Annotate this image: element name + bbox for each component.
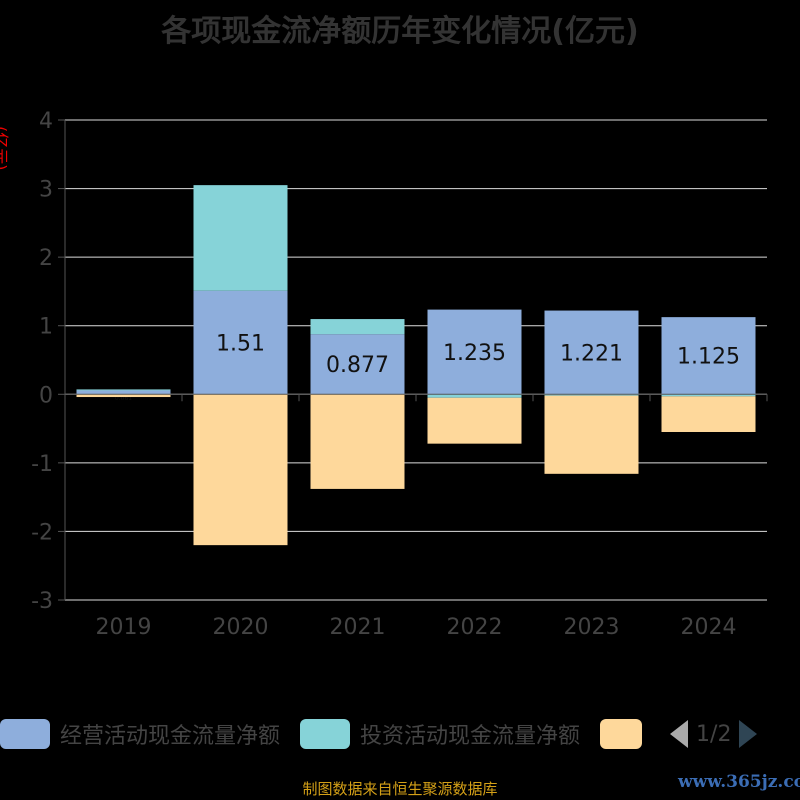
chart-title: 各项现金流净额历年变化情况(亿元) xyxy=(161,14,639,49)
data-label: 1.221 xyxy=(560,341,623,366)
data-label: 1.51 xyxy=(216,332,265,357)
chart-plot: 4 3 2 1 0 -1 -2 -3 0.061 2019 1.51 2020 0.877 2021 1.2… xyxy=(31,109,768,640)
y-tick-label: 3 xyxy=(39,178,53,203)
y-tick-label: 2 xyxy=(39,246,53,271)
y-tick-label: 4 xyxy=(39,109,53,134)
bar-2019-series2 xyxy=(76,394,171,398)
bar-2019-series0 xyxy=(76,390,171,395)
y-tick-label: -3 xyxy=(31,589,53,614)
bar-2019-series1 xyxy=(76,389,171,391)
bar-2024-series1 xyxy=(661,394,756,397)
bar-2023-series2 xyxy=(544,395,639,474)
data-label: 0.061 xyxy=(115,395,132,402)
legend-label-investing[interactable]: 投资活动现金流量净额 xyxy=(360,724,581,749)
legend-swatch-operating[interactable] xyxy=(0,719,50,749)
x-tick-label: 2023 xyxy=(564,615,620,640)
bar-2020-series2 xyxy=(193,394,288,546)
legend-prev-icon[interactable] xyxy=(670,720,689,748)
y-tick-label: -1 xyxy=(31,452,53,477)
bar-2020-series1 xyxy=(193,185,288,291)
bar-2021-series0 xyxy=(310,334,405,395)
bar-2023-series1 xyxy=(544,394,639,396)
x-tick-label: 2020 xyxy=(213,615,269,640)
watermark: www.365jz.com xyxy=(678,772,800,792)
data-label: 0.877 xyxy=(326,353,389,378)
bar-2023-series0 xyxy=(544,310,639,395)
bar-2021-series2 xyxy=(310,394,405,489)
data-label: 1.235 xyxy=(443,341,506,366)
legend-next-icon[interactable] xyxy=(739,720,758,748)
x-tick-label: 2021 xyxy=(330,615,386,640)
y-tick-label: -2 xyxy=(31,520,53,545)
x-tick-label: 2022 xyxy=(447,615,503,640)
x-tick-label: 2024 xyxy=(681,615,737,640)
y-tick-label: 0 xyxy=(39,383,53,408)
bar-2022-series0 xyxy=(427,309,522,395)
bar-2024-series2 xyxy=(661,396,756,432)
x-tick-label: 2019 xyxy=(96,615,152,640)
legend-swatch-third[interactable] xyxy=(600,719,643,749)
legend-label-operating[interactable]: 经营活动现金流量净额 xyxy=(60,724,281,749)
bar-2022-series2 xyxy=(427,397,522,444)
bar-2024-series0 xyxy=(661,317,756,395)
y-tick-label: 1 xyxy=(39,315,53,340)
footer-source: 制图数据来自恒生聚源数据库 xyxy=(302,780,498,798)
legend: 经营活动现金流量净额 投资活动现金流量净额 1/2 xyxy=(0,718,758,750)
bar-2022-series1 xyxy=(427,394,522,398)
legend-swatch-investing[interactable] xyxy=(300,719,351,749)
bar-2021-series1 xyxy=(310,319,405,335)
bar-2020-series0 xyxy=(193,290,288,395)
legend-page: 1/2 xyxy=(696,721,732,747)
data-label: 1.125 xyxy=(677,345,740,370)
